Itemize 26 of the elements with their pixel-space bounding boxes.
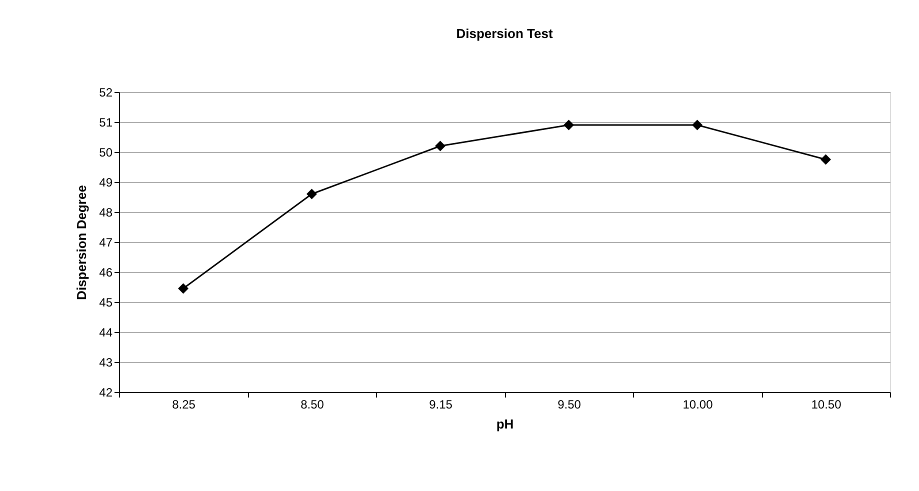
x-tick-label: 8.25	[172, 398, 196, 412]
point	[692, 120, 702, 130]
x-axis-title: pH	[496, 416, 514, 432]
y-tick-label: 50	[99, 146, 113, 160]
y-tick-label: 48	[99, 206, 113, 220]
y-axis-title: Dispersion Degree	[74, 185, 90, 300]
point	[435, 140, 446, 152]
point	[820, 154, 831, 165]
point	[306, 188, 317, 200]
y-tick-label: 47	[99, 236, 113, 250]
x-tick-label: 10.00	[682, 398, 714, 412]
y-tick-label: 44	[99, 326, 113, 340]
x-tick-label: 10.50	[811, 398, 842, 412]
point	[564, 120, 574, 130]
point	[178, 283, 188, 294]
y-tick-label: 51	[99, 116, 113, 130]
y-tick-label: 52	[99, 86, 113, 100]
chart-title: Dispersion Test	[456, 26, 554, 41]
x-tick-label: 9.15	[429, 398, 453, 412]
y-tick-label: 46	[99, 266, 113, 280]
x-tick-label: 9.50	[558, 398, 582, 412]
y-tick-label: 43	[99, 356, 113, 370]
y-tick-label: 42	[99, 386, 113, 400]
x-tick-label: 8.50	[300, 398, 324, 412]
y-tick-label: 49	[99, 176, 113, 190]
y-tick-label: 45	[99, 296, 113, 310]
